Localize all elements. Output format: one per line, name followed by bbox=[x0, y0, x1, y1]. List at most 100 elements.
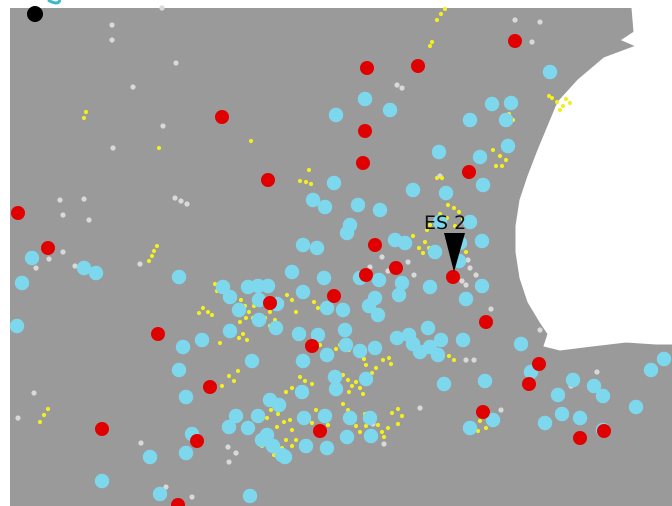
yellow-site bbox=[499, 163, 505, 169]
yellow-site bbox=[456, 209, 462, 215]
blue-site bbox=[317, 408, 333, 424]
corner-mark-icon bbox=[27, 6, 43, 22]
yellow-site bbox=[353, 423, 359, 429]
blue-site bbox=[152, 486, 168, 502]
yellow-site bbox=[439, 175, 445, 181]
white-site bbox=[137, 261, 143, 267]
yellow-site bbox=[422, 239, 428, 245]
blue-site bbox=[338, 337, 354, 353]
yellow-site bbox=[217, 340, 223, 346]
blue-site bbox=[142, 449, 158, 465]
blue-site bbox=[382, 102, 398, 118]
yellow-site bbox=[429, 39, 435, 45]
blue-site bbox=[371, 272, 387, 288]
blue-site bbox=[477, 373, 493, 389]
yellow-site bbox=[151, 248, 157, 254]
white-site bbox=[81, 196, 87, 202]
red-site bbox=[305, 339, 319, 353]
yellow-site bbox=[244, 337, 250, 343]
red-site bbox=[151, 327, 165, 341]
yellow-site bbox=[424, 227, 430, 233]
white-site bbox=[163, 484, 169, 490]
blue-site bbox=[327, 369, 343, 385]
yellow-site bbox=[236, 335, 242, 341]
red-site bbox=[203, 380, 217, 394]
blue-site bbox=[542, 64, 558, 80]
white-site bbox=[72, 263, 78, 269]
red-site bbox=[389, 261, 403, 275]
white-site bbox=[159, 5, 165, 11]
blue-site bbox=[215, 279, 231, 295]
blue-site bbox=[391, 287, 407, 303]
red-site bbox=[573, 431, 587, 445]
yellow-site bbox=[45, 406, 51, 412]
white-site bbox=[405, 259, 411, 265]
blue-site bbox=[462, 420, 478, 436]
blue-site bbox=[462, 112, 478, 128]
white-site bbox=[463, 282, 469, 288]
yellow-site bbox=[274, 424, 280, 430]
yellow-site bbox=[248, 138, 254, 144]
yellow-site bbox=[243, 315, 249, 321]
yellow-site bbox=[353, 379, 359, 385]
red-site bbox=[532, 357, 546, 371]
yellow-site bbox=[308, 181, 314, 187]
es-marker[interactable]: ES 2 bbox=[424, 212, 466, 272]
red-site bbox=[446, 270, 460, 284]
blue-site bbox=[328, 381, 344, 397]
white-site bbox=[529, 39, 535, 45]
yellow-site bbox=[363, 423, 369, 429]
yellow-site bbox=[410, 233, 416, 239]
yellow-site bbox=[154, 243, 160, 249]
yellow-site bbox=[81, 115, 87, 121]
yellow-site bbox=[284, 292, 290, 298]
white-site bbox=[178, 198, 184, 204]
yellow-site bbox=[289, 385, 295, 391]
lake-water bbox=[515, 7, 672, 351]
yellow-site bbox=[420, 250, 426, 256]
corner-accent-icon bbox=[47, 0, 62, 5]
blue-site bbox=[339, 225, 355, 241]
white-site bbox=[465, 257, 471, 263]
yellow-site bbox=[240, 331, 246, 337]
blue-site bbox=[458, 291, 474, 307]
blue-site bbox=[370, 307, 386, 323]
yellow-site bbox=[395, 406, 401, 412]
yellow-site bbox=[235, 368, 241, 374]
white-site bbox=[226, 459, 232, 465]
blue-site bbox=[433, 332, 449, 348]
yellow-site bbox=[231, 378, 237, 384]
yellow-site bbox=[333, 346, 339, 352]
white-site bbox=[417, 405, 423, 411]
blue-site bbox=[656, 351, 672, 367]
blue-site bbox=[363, 428, 379, 444]
blue-site bbox=[319, 300, 335, 316]
blue-site bbox=[335, 302, 351, 318]
white-site bbox=[31, 390, 37, 396]
yellow-site bbox=[497, 153, 503, 159]
white-site bbox=[109, 37, 115, 43]
blue-site bbox=[427, 244, 443, 260]
blue-site bbox=[319, 440, 335, 456]
white-site bbox=[594, 369, 600, 375]
white-site bbox=[399, 85, 405, 91]
yellow-site bbox=[438, 11, 444, 17]
white-site bbox=[498, 407, 504, 413]
blue-site bbox=[565, 372, 581, 388]
white-site bbox=[512, 17, 518, 23]
yellow-site bbox=[264, 415, 270, 421]
yellow-site bbox=[297, 178, 303, 184]
blue-site bbox=[420, 320, 436, 336]
blue-site bbox=[500, 138, 516, 154]
yellow-site bbox=[546, 93, 552, 99]
red-site bbox=[11, 206, 25, 220]
yellow-site bbox=[289, 427, 295, 433]
blue-site bbox=[475, 177, 491, 193]
yellow-site bbox=[237, 319, 243, 325]
yellow-site bbox=[349, 383, 355, 389]
blue-site bbox=[171, 362, 187, 378]
blue-site bbox=[462, 214, 478, 230]
red-site bbox=[359, 268, 373, 282]
